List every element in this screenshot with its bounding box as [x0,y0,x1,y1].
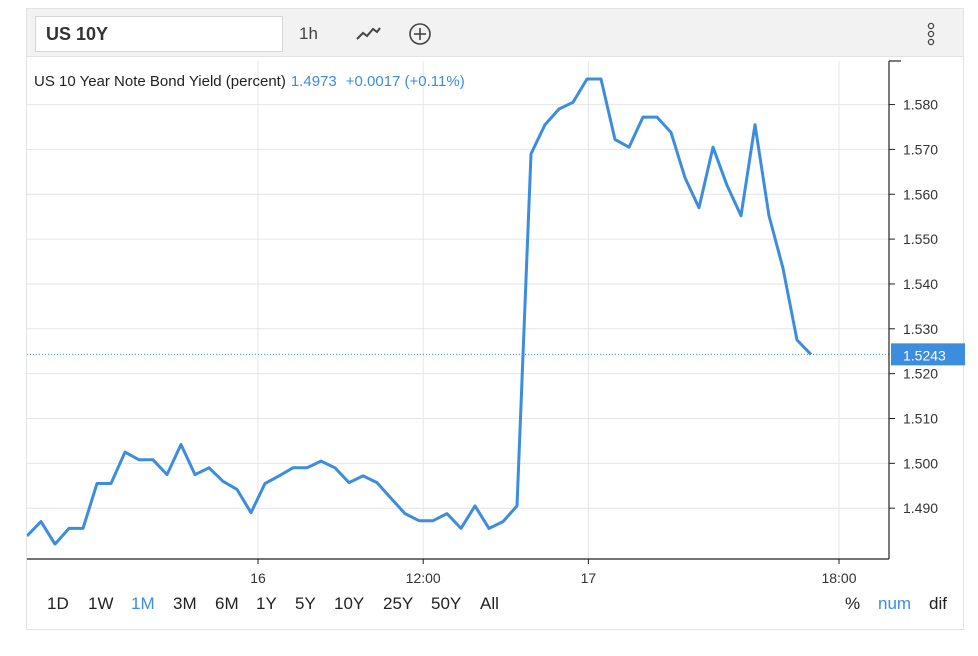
range-10y[interactable]: 10Y [334,594,365,613]
y-tick-label: 1.580 [903,97,938,113]
y-axis: 1.490 1.500 1.510 1.520 1.530 1.540 1.550 1.560… [888,60,938,559]
series-line [27,77,813,546]
y-tick-label: 1.560 [903,186,938,202]
line-chart-icon[interactable] [355,17,381,51]
last-price-box [891,343,965,366]
grid [27,61,889,559]
range-1m[interactable]: 1M [131,594,155,613]
y-tick-label: 1.510 [903,410,938,426]
y-tick-label: 1.570 [903,141,938,157]
yield-chart[interactable]: US 10 Year Note Bond Yield (percent) 1.4… [27,9,965,631]
vertical-dots-icon[interactable] [925,17,937,51]
range-25y[interactable]: 25Y [383,594,414,613]
chart-toolbar: US 10Y 1h [27,9,963,57]
y-tick-label: 1.530 [903,321,938,337]
range-3m[interactable]: 3M [173,594,197,613]
interval-button[interactable]: 1h [299,24,318,43]
range-50y[interactable]: 50Y [431,594,462,613]
last-price-label: 1.5243 [903,347,946,363]
series-path [27,77,813,546]
x-axis: 16 12:00 17 18:00 [27,558,889,586]
x-tick-label: 16 [250,570,266,586]
mode-dif[interactable]: dif [929,594,947,613]
range-6m[interactable]: 6M [215,594,239,613]
symbol-input[interactable]: US 10Y [35,16,283,52]
chart-widget: US 10Y 1h US 10 Year Note Bond Yield (pe… [26,8,965,631]
last-price-tag: 1.5243 [891,343,965,366]
range-1w[interactable]: 1W [88,594,114,613]
mode-num[interactable]: num [878,594,912,613]
x-tick-label: 17 [581,570,597,586]
legend-value: 1.4973 [291,73,337,90]
y-tick-label: 1.550 [903,231,938,247]
y-tick-label: 1.520 [903,366,938,382]
range-all[interactable]: All [480,594,499,613]
range-1y[interactable]: 1Y [256,594,277,613]
y-tick-label: 1.500 [903,455,938,471]
legend-change: +0.0017 (+0.11%) [346,73,465,90]
x-tick-label: 18:00 [821,570,856,586]
range-selector: 1D 1W 1M 3M 6M 1Y 5Y 10Y 25Y 50Y All% num dif [27,594,963,620]
range-1d[interactable]: 1D [47,594,69,613]
y-tick-label: 1.540 [903,276,938,292]
x-tick-label: 12:00 [406,570,441,586]
mode-percent[interactable]: % [845,594,861,613]
y-tick-label: 1.490 [903,500,938,516]
range-5y[interactable]: 5Y [295,594,316,613]
plus-circle-icon[interactable] [407,17,433,51]
legend-name: US 10 Year Note Bond Yield (percent) [34,73,286,90]
